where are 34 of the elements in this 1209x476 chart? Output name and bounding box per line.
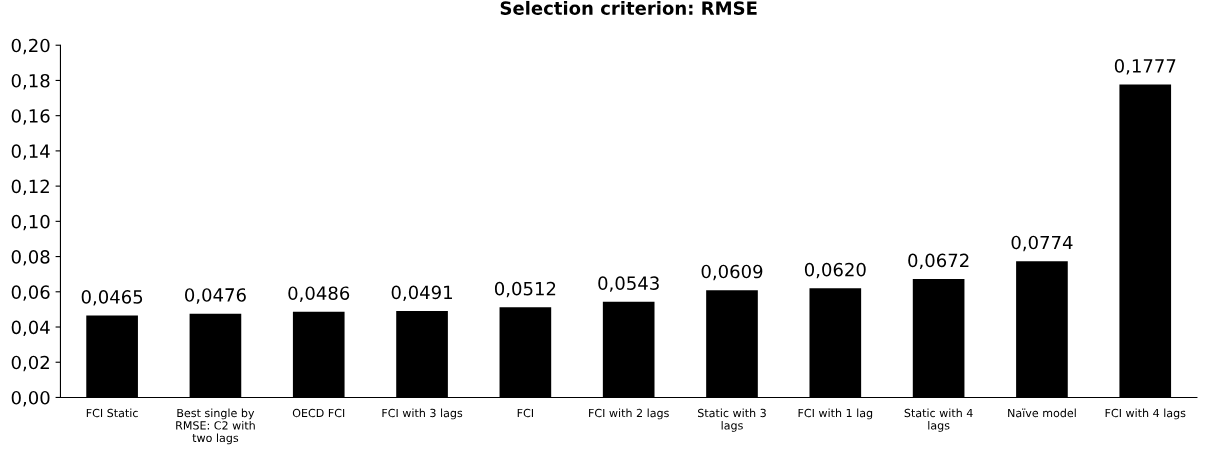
data-label: 0,0491 [391,285,452,301]
x-tick-label: FCI with 1 lag [798,408,873,420]
x-tick-label: Static with 4 lags [904,408,973,432]
x-tick-label: OECD FCI [292,408,345,418]
y-tick-label: 0,04 [11,320,50,336]
data-label: 0,0512 [494,281,556,298]
data-label: 0,0476 [185,288,246,304]
data-label: 0,0486 [288,286,350,302]
x-tick-label: FCI Static [86,408,138,418]
data-label: 0,0672 [908,253,969,270]
x-tick-label: Static with 3 lags [697,408,766,432]
y-tick-label: 0,08 [11,250,50,266]
y-tick-label: 0,20 [11,38,50,55]
x-tick-label: FCI with 2 lags [589,408,669,420]
data-label: 0,0465 [81,290,143,306]
y-tick-label: 0,16 [11,109,50,125]
y-tick-label: 0,06 [11,285,50,301]
x-tick-label: Naïve model [1008,408,1076,418]
y-tick-label: 0,02 [11,355,49,372]
x-tick-label: FCI with 3 lags [382,408,463,420]
y-tick-label: 0,14 [11,144,50,160]
data-label: 0,0543 [598,276,659,292]
data-label: 0,0609 [701,264,763,281]
data-label: 0,0620 [804,262,866,279]
y-tick-label: 0,12 [11,179,49,196]
x-tick-label: Best single by RMSE: C2 with two lags [176,408,255,445]
y-tick-label: 0,00 [11,390,50,407]
x-tick-label: FCI [517,408,533,418]
chart-title: Selection criterion: RMSE [500,0,757,15]
y-tick-label: 0,18 [11,73,50,90]
data-label: 0,1777 [1114,59,1176,75]
y-tick-label: 0,10 [11,214,50,231]
x-tick-label: FCI with 4 lags [1105,408,1186,420]
data-label: 0,0774 [1011,235,1073,252]
